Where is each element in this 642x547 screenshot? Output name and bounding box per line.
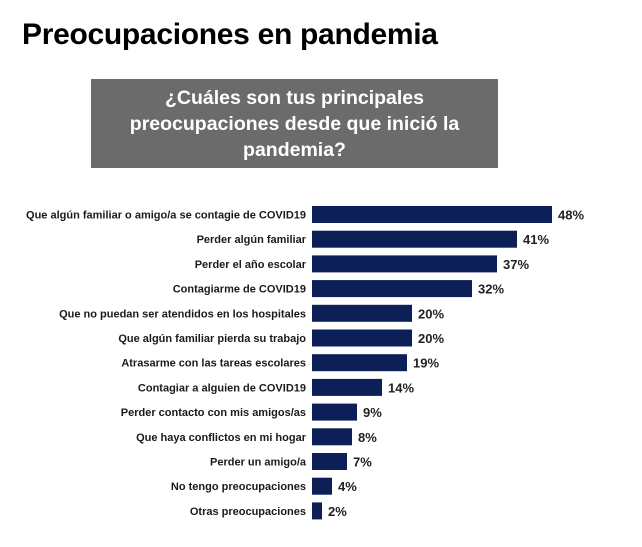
bar (312, 354, 407, 372)
category-label: Que algún familiar pierda su trabajo (118, 333, 306, 345)
value-label: 32% (478, 282, 504, 297)
value-label: 20% (418, 331, 444, 346)
value-label: 4% (338, 479, 357, 494)
value-label: 8% (358, 430, 377, 445)
category-label: Contagiar a alguien de COVID19 (138, 382, 306, 394)
bar (312, 428, 352, 446)
category-label: Perder un amigo/a (210, 457, 307, 469)
chart-title: Preocupaciones en pandemia (22, 18, 438, 51)
value-label: 37% (503, 257, 529, 272)
bar (312, 280, 472, 298)
question-box: ¿Cuáles son tus principales preocupacion… (91, 79, 498, 168)
category-label: Perder contacto con mis amigos/as (121, 407, 306, 419)
value-label: 20% (418, 306, 444, 321)
category-label: Otras preocupaciones (190, 506, 306, 518)
value-label: 7% (353, 455, 372, 470)
value-label: 48% (558, 208, 584, 223)
bar (312, 304, 412, 322)
value-label: 2% (328, 504, 347, 519)
bar (312, 477, 332, 495)
value-label: 14% (388, 380, 414, 395)
value-label: 41% (523, 232, 549, 247)
category-label: Que algún familiar o amigo/a se contagie… (26, 210, 306, 222)
category-label: Atrasarme con las tareas escolares (121, 358, 306, 370)
bar (312, 329, 412, 347)
bar (312, 453, 347, 470)
category-label: Que no puedan ser atendidos en los hospi… (59, 308, 306, 320)
bar (312, 206, 552, 223)
bar (312, 378, 382, 396)
bar (312, 502, 322, 520)
category-label: Que haya conflictos en mi hogar (136, 432, 307, 444)
category-label: Perder algún familiar (197, 234, 307, 246)
bar (312, 403, 357, 421)
bar (312, 230, 517, 248)
value-label: 19% (413, 356, 439, 371)
bar (312, 255, 497, 273)
category-label: No tengo preocupaciones (171, 481, 306, 493)
category-label: Perder el año escolar (195, 259, 307, 271)
value-label: 9% (363, 405, 382, 420)
question-text: ¿Cuáles son tus principales preocupacion… (129, 86, 460, 161)
category-label: Contagiarme de COVID19 (173, 284, 306, 296)
